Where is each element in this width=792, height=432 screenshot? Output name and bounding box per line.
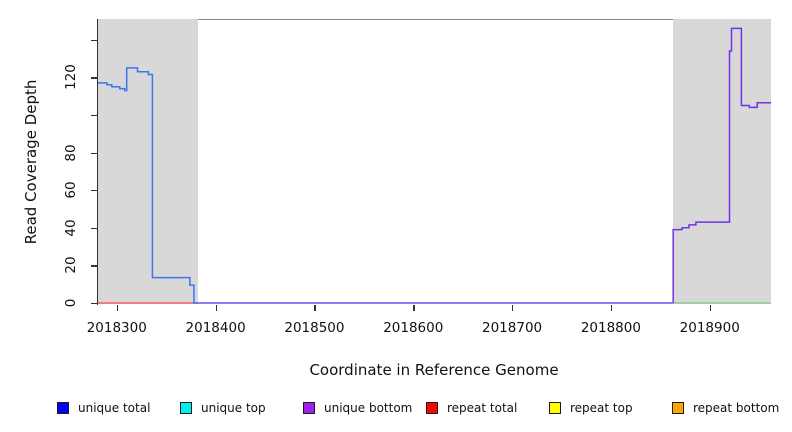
x-tick-label: 2018500 — [284, 320, 345, 336]
shaded-region — [673, 19, 771, 304]
y-tick-label: 40 — [63, 219, 79, 237]
x-axis-title: Coordinate in Reference Genome — [309, 361, 559, 379]
y-tick-label: 80 — [63, 143, 79, 162]
legend-swatch-icon — [57, 402, 69, 414]
x-tick-label: 2018300 — [86, 320, 147, 336]
x-tick-mark — [314, 304, 316, 311]
y-tick-label: 120 — [63, 64, 79, 91]
legend-item: repeat bottom — [672, 396, 779, 420]
x-tick-label: 2018900 — [679, 320, 740, 336]
x-tick-label: 2018600 — [383, 320, 444, 336]
legend-swatch-icon — [180, 402, 192, 414]
y-tick-label: 60 — [63, 181, 79, 199]
y-tick-label: 0 — [63, 298, 79, 308]
x-tick-mark — [413, 304, 415, 311]
legend-swatch-icon — [303, 402, 315, 414]
y-tick-mark — [91, 303, 98, 305]
legend: unique total unique top unique bottom repea… — [0, 396, 792, 420]
legend-item: unique bottom — [303, 396, 412, 420]
legend-swatch-icon — [426, 402, 438, 414]
x-tick-label: 2018400 — [185, 320, 246, 336]
legend-swatch-icon — [549, 402, 561, 414]
series-unique-bottom-right — [672, 27, 771, 303]
shaded-regions-layer — [98, 19, 771, 304]
x-tick-mark — [709, 304, 712, 311]
legend-label: unique bottom — [324, 401, 413, 415]
x-tick-mark — [512, 304, 514, 311]
x-tick-label: 2018700 — [482, 320, 543, 336]
y-axis-title: Read Coverage Depth — [22, 79, 40, 245]
y-tick-mark — [91, 152, 98, 154]
legend-item: repeat total — [426, 396, 517, 420]
y-tick-mark — [91, 265, 98, 267]
legend-swatch-icon — [672, 402, 684, 414]
legend-label: repeat total — [447, 401, 518, 415]
legend-item: unique top — [180, 396, 266, 420]
y-tick-mark — [91, 114, 98, 117]
coverage-lines-canvas — [98, 27, 771, 304]
legend-label: unique top — [201, 401, 266, 415]
legend-item: repeat top — [549, 396, 633, 420]
series-unique-total-left — [98, 67, 198, 304]
y-tick-mark — [91, 39, 98, 41]
legend-label: unique total — [78, 401, 151, 415]
x-tick-mark — [610, 304, 613, 311]
y-tick-mark — [91, 227, 98, 230]
legend-item: unique total — [57, 396, 150, 420]
y-axis-line — [97, 19, 99, 305]
x-tick-mark — [116, 304, 119, 311]
shaded-region — [98, 19, 198, 304]
x-tick-mark — [215, 304, 217, 311]
legend-label: repeat top — [570, 401, 633, 415]
legend-label: repeat bottom — [693, 401, 780, 415]
x-tick-label: 2018800 — [580, 320, 641, 336]
y-tick-mark — [91, 77, 98, 79]
y-tick-mark — [91, 190, 98, 192]
plot-top-border — [98, 19, 771, 21]
y-tick-label: 20 — [63, 256, 79, 274]
